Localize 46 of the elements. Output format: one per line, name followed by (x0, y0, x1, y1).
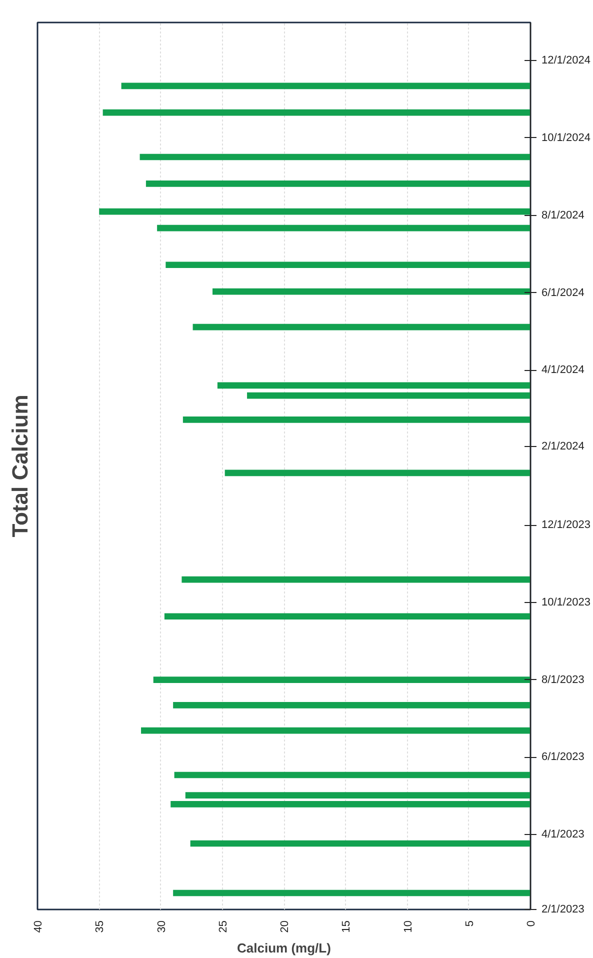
y-tick-label: 12/1/2024 (542, 54, 590, 67)
y-tick-label: 8/1/2024 (542, 209, 584, 222)
y-tick-label: 12/1/2023 (542, 519, 590, 532)
y-tick-label: 8/1/2023 (542, 674, 584, 686)
x-tick-label: 25 (217, 920, 230, 933)
x-tick-label: 0 (526, 920, 538, 927)
bar (190, 840, 530, 847)
x-tick-label: 20 (279, 920, 291, 933)
y-tick-label: 4/1/2024 (542, 364, 584, 376)
x-tick-label: 15 (340, 920, 353, 933)
bar (170, 801, 530, 808)
y-tick-label: 10/1/2023 (542, 596, 590, 608)
x-tick-label: 35 (94, 920, 106, 933)
x-tick-label: 40 (32, 920, 44, 933)
bar (173, 890, 530, 896)
x-tick-label: 5 (464, 920, 476, 927)
bar (185, 792, 530, 798)
x-axis-title: Calcium (mg/L) (237, 940, 331, 956)
bar (247, 392, 530, 399)
x-tick-label: 10 (402, 920, 414, 933)
bar (140, 154, 530, 160)
y-tick-label: 6/1/2023 (542, 751, 584, 764)
y-tick-label: 10/1/2024 (542, 132, 590, 144)
bar (166, 262, 530, 268)
bar (157, 224, 530, 232)
y-tick-label: 4/1/2023 (542, 828, 584, 841)
bar (146, 180, 530, 187)
bar (212, 288, 530, 295)
bar (224, 470, 530, 476)
y-tick-label: 2/1/2024 (542, 440, 584, 452)
bar (192, 324, 530, 330)
x-tick-label: 30 (156, 920, 168, 933)
bar (164, 613, 530, 620)
bar (102, 109, 530, 116)
bar (121, 82, 530, 90)
bar (153, 676, 530, 683)
text: Total Calcium (8, 394, 32, 538)
y-tick-label: 6/1/2024 (542, 286, 584, 299)
y-tick-label: 2/1/2023 (542, 904, 584, 916)
bar (174, 772, 530, 778)
bar (173, 702, 530, 708)
bar (217, 382, 530, 389)
bar (182, 576, 530, 583)
bar (182, 416, 530, 423)
bar (99, 208, 530, 215)
bar (141, 727, 530, 734)
